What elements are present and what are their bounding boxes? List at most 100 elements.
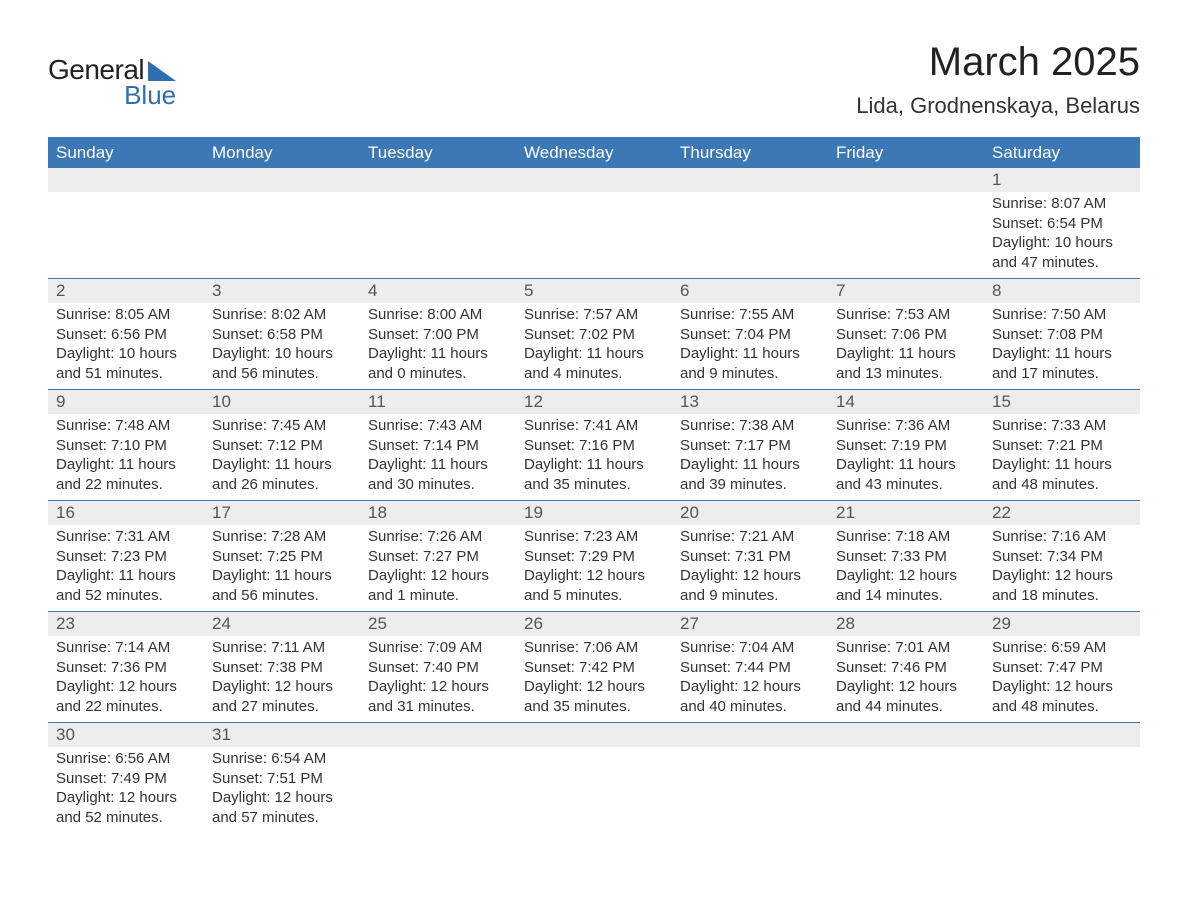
week-details-row: Sunrise: 7:14 AMSunset: 7:36 PM Daylight:… [48, 636, 1140, 723]
sunset-line: Sunset: 7:31 PM [680, 547, 820, 567]
sunset-line: Sunset: 7:02 PM [524, 325, 664, 345]
day-number: 17 [204, 501, 360, 525]
day-details: Sunrise: 7:55 AMSunset: 7:04 PMDaylight:… [672, 303, 828, 389]
day-details: Sunrise: 8:05 AMSunset: 6:56 PMDaylight:… [48, 303, 204, 389]
calendar-body: 1Sunrise: 8:07 AMSunset: 6:54 PMDaylight… [48, 168, 1140, 834]
day-details-cell: Sunrise: 7:23 AMSunset: 7:29 PMDaylight:… [516, 525, 672, 612]
daylight-line: Daylight: 10 hours and 51 minutes. [56, 344, 196, 383]
sunrise-line: Sunrise: 7:04 AM [680, 638, 820, 658]
day-number-cell: 1 [984, 168, 1140, 193]
day-number-cell: 11 [360, 390, 516, 415]
sunrise-line: Sunrise: 7:26 AM [368, 527, 508, 547]
sunset-line: Sunset: 6:56 PM [56, 325, 196, 345]
sunrise-line: Sunrise: 6:54 AM [212, 749, 352, 769]
day-details: Sunrise: 7:53 AMSunset: 7:06 PMDaylight:… [828, 303, 984, 389]
sunrise-line: Sunrise: 8:05 AM [56, 305, 196, 325]
day-number-cell: 14 [828, 390, 984, 415]
daylight-line: Daylight: 12 hours and 31 minutes. [368, 677, 508, 716]
day-details-cell: Sunrise: 7:50 AMSunset: 7:08 PMDaylight:… [984, 303, 1140, 390]
day-number-cell: 20 [672, 501, 828, 526]
day-number-cell: 19 [516, 501, 672, 526]
sunrise-line: Sunrise: 7:14 AM [56, 638, 196, 658]
day-details-cell: Sunrise: 8:00 AMSunset: 7:00 PMDaylight:… [360, 303, 516, 390]
day-details: Sunrise: 7:06 AMSunset: 7:42 PMDaylight:… [516, 636, 672, 722]
logo: General Blue [48, 54, 176, 111]
sunrise-line: Sunrise: 7:23 AM [524, 527, 664, 547]
day-details-cell: Sunrise: 7:28 AMSunset: 7:25 PMDaylight:… [204, 525, 360, 612]
day-of-week-header: Wednesday [516, 138, 672, 168]
day-number-cell [828, 168, 984, 193]
day-details-cell: Sunrise: 7:09 AMSunset: 7:40 PMDaylight:… [360, 636, 516, 723]
day-number: 19 [516, 501, 672, 525]
sunset-line: Sunset: 7:46 PM [836, 658, 976, 678]
day-details: Sunrise: 7:38 AMSunset: 7:17 PMDaylight:… [672, 414, 828, 500]
day-number: 22 [984, 501, 1140, 525]
sunset-line: Sunset: 7:33 PM [836, 547, 976, 567]
day-details-cell: Sunrise: 6:56 AMSunset: 7:49 PMDaylight:… [48, 747, 204, 833]
day-number-cell: 27 [672, 612, 828, 637]
sunset-line: Sunset: 7:51 PM [212, 769, 352, 789]
day-details-cell: Sunrise: 6:54 AMSunset: 7:51 PMDaylight:… [204, 747, 360, 833]
day-details-cell: Sunrise: 8:07 AMSunset: 6:54 PMDaylight:… [984, 192, 1140, 279]
sunset-line: Sunset: 7:47 PM [992, 658, 1132, 678]
day-details-cell: Sunrise: 7:21 AMSunset: 7:31 PMDaylight:… [672, 525, 828, 612]
day-number-cell: 12 [516, 390, 672, 415]
day-details: Sunrise: 7:09 AMSunset: 7:40 PMDaylight:… [360, 636, 516, 722]
title-block: March 2025 Lida, Grodnenskaya, Belarus [856, 40, 1140, 119]
sunset-line: Sunset: 7:00 PM [368, 325, 508, 345]
day-number-cell: 10 [204, 390, 360, 415]
day-details: Sunrise: 6:56 AMSunset: 7:49 PMDaylight:… [48, 747, 204, 833]
daylight-line: Daylight: 11 hours and 26 minutes. [212, 455, 352, 494]
day-number-cell: 2 [48, 279, 204, 304]
sunset-line: Sunset: 7:29 PM [524, 547, 664, 567]
day-number: 27 [672, 612, 828, 636]
day-details: Sunrise: 7:43 AMSunset: 7:14 PMDaylight:… [360, 414, 516, 500]
daylight-line: Daylight: 11 hours and 43 minutes. [836, 455, 976, 494]
day-number-cell: 18 [360, 501, 516, 526]
sunrise-line: Sunrise: 7:06 AM [524, 638, 664, 658]
day-details-cell: Sunrise: 7:57 AMSunset: 7:02 PMDaylight:… [516, 303, 672, 390]
day-number: 5 [516, 279, 672, 303]
day-number: 20 [672, 501, 828, 525]
sunset-line: Sunset: 7:06 PM [836, 325, 976, 345]
day-details-cell: Sunrise: 6:59 AMSunset: 7:47 PMDaylight:… [984, 636, 1140, 723]
day-details: Sunrise: 7:18 AMSunset: 7:33 PMDaylight:… [828, 525, 984, 611]
daylight-line: Daylight: 11 hours and 0 minutes. [368, 344, 508, 383]
day-details: Sunrise: 7:50 AMSunset: 7:08 PMDaylight:… [984, 303, 1140, 389]
day-details-cell [828, 747, 984, 833]
sunrise-line: Sunrise: 8:02 AM [212, 305, 352, 325]
day-number-cell: 17 [204, 501, 360, 526]
day-number-cell: 5 [516, 279, 672, 304]
sunrise-line: Sunrise: 7:41 AM [524, 416, 664, 436]
daylight-line: Daylight: 11 hours and 17 minutes. [992, 344, 1132, 383]
day-of-week-header: Sunday [48, 138, 204, 168]
week-details-row: Sunrise: 6:56 AMSunset: 7:49 PMDaylight:… [48, 747, 1140, 833]
sunset-line: Sunset: 7:40 PM [368, 658, 508, 678]
day-of-week-header: Tuesday [360, 138, 516, 168]
day-number-cell [672, 168, 828, 193]
sunset-line: Sunset: 7:36 PM [56, 658, 196, 678]
day-details: Sunrise: 7:21 AMSunset: 7:31 PMDaylight:… [672, 525, 828, 611]
week-daynum-row: 3031 [48, 723, 1140, 748]
day-number-cell: 9 [48, 390, 204, 415]
day-details-cell: Sunrise: 7:33 AMSunset: 7:21 PMDaylight:… [984, 414, 1140, 501]
sunrise-line: Sunrise: 7:09 AM [368, 638, 508, 658]
sunset-line: Sunset: 7:12 PM [212, 436, 352, 456]
sunrise-line: Sunrise: 7:18 AM [836, 527, 976, 547]
day-details-cell: Sunrise: 7:48 AMSunset: 7:10 PMDaylight:… [48, 414, 204, 501]
sunset-line: Sunset: 7:08 PM [992, 325, 1132, 345]
day-number: 12 [516, 390, 672, 414]
daylight-line: Daylight: 12 hours and 1 minute. [368, 566, 508, 605]
week-daynum-row: 16171819202122 [48, 501, 1140, 526]
sunrise-line: Sunrise: 8:00 AM [368, 305, 508, 325]
sunrise-line: Sunrise: 8:07 AM [992, 194, 1132, 214]
day-number-cell [984, 723, 1140, 748]
sunset-line: Sunset: 6:54 PM [992, 214, 1132, 234]
day-number-cell: 28 [828, 612, 984, 637]
sunset-line: Sunset: 7:17 PM [680, 436, 820, 456]
sunset-line: Sunset: 7:25 PM [212, 547, 352, 567]
daylight-line: Daylight: 11 hours and 13 minutes. [836, 344, 976, 383]
day-details-cell: Sunrise: 7:55 AMSunset: 7:04 PMDaylight:… [672, 303, 828, 390]
day-details-cell: Sunrise: 7:04 AMSunset: 7:44 PMDaylight:… [672, 636, 828, 723]
day-number: 16 [48, 501, 204, 525]
